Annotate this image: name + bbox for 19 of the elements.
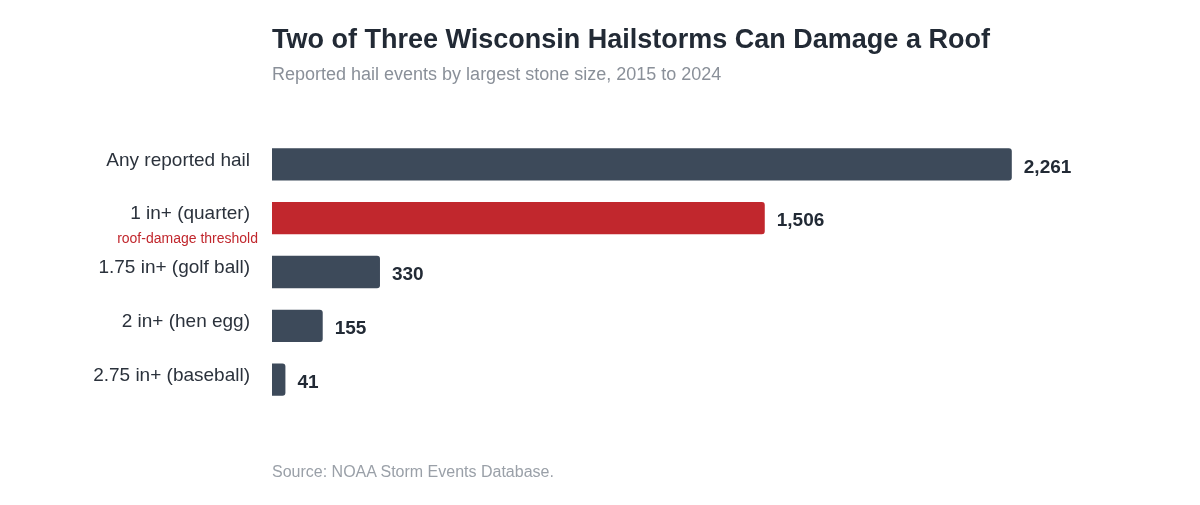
bar	[272, 202, 765, 235]
y-tick-label: 1 in+ (quarter)	[130, 202, 250, 224]
data-label: 1,506	[776, 209, 825, 231]
data-label: 330	[391, 263, 424, 285]
data-label: 41	[297, 370, 319, 392]
data-label: 155	[334, 317, 367, 339]
text: roof-damage threshold	[117, 230, 258, 247]
chart-subtitle: Reported hail events by largest stone size, 2015 to 2024	[272, 64, 722, 85]
bar	[272, 363, 286, 396]
y-tick-label: 2 in+ (hen egg)	[121, 310, 250, 332]
bar	[272, 255, 380, 289]
chart-title: Two of Three Wisconsin Hailstorms Can Damage a Roof	[272, 24, 990, 55]
bar	[272, 148, 1012, 181]
y-tick-label: Any reported hail	[106, 148, 250, 170]
source-note: Source: NOAA Storm Events Database.	[272, 463, 554, 481]
y-tick-label: 2.75 in+ (baseball)	[93, 363, 250, 385]
y-tick-label: 1.75 in+ (golf ball)	[98, 256, 250, 278]
data-label: 2,261	[1023, 155, 1072, 177]
bar	[272, 309, 323, 342]
